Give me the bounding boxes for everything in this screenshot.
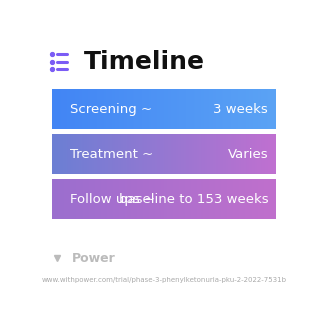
Text: Treatment ~: Treatment ~ (70, 148, 153, 161)
FancyBboxPatch shape (50, 133, 278, 176)
Text: Power: Power (72, 252, 116, 265)
FancyBboxPatch shape (50, 179, 278, 221)
Text: 3 weeks: 3 weeks (213, 103, 268, 116)
Text: Screening ~: Screening ~ (70, 103, 152, 116)
FancyBboxPatch shape (50, 88, 278, 130)
Text: Follow ups ~: Follow ups ~ (70, 193, 155, 206)
Text: baseline to 153 weeks: baseline to 153 weeks (118, 193, 268, 206)
Text: Varies: Varies (228, 148, 268, 161)
Text: www.withpower.com/trial/phase-3-phenylketonuria-pku-2-2022-7531b: www.withpower.com/trial/phase-3-phenylke… (42, 277, 286, 283)
Text: Timeline: Timeline (84, 50, 204, 74)
